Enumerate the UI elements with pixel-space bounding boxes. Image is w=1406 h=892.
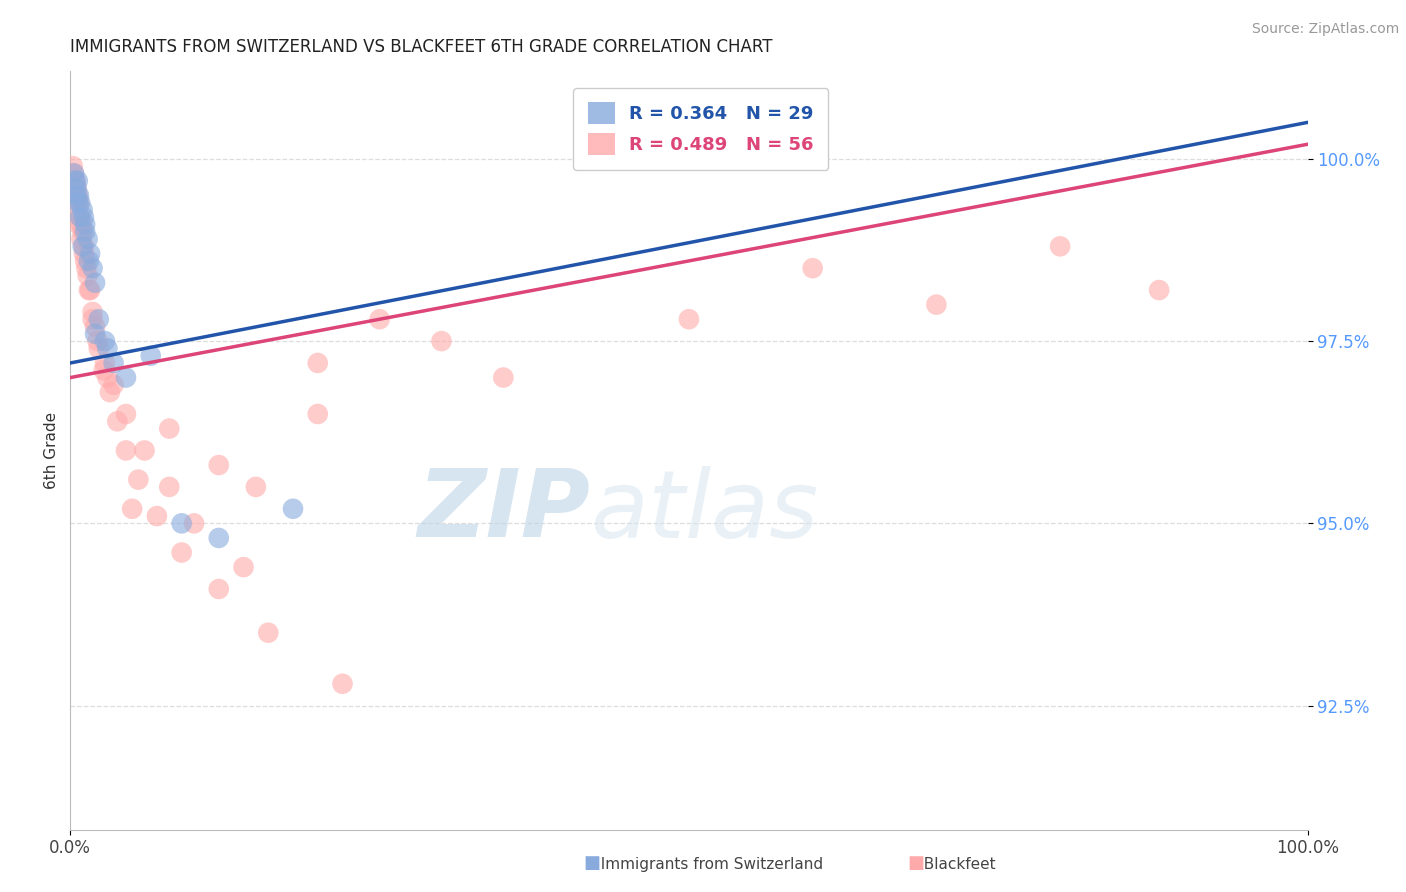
Point (67, 218, 90, 232)
Point (73, 246, 96, 260)
Point (67, 188, 90, 202)
Point (94, 356, 117, 370)
Point (62, 159, 84, 173)
Point (72, 225, 94, 239)
Point (93, 363, 115, 377)
Point (257, 625, 280, 640)
Point (492, 370, 515, 384)
Point (76, 268, 98, 283)
Point (66, 195, 89, 210)
Point (75, 261, 97, 276)
Point (105, 414, 128, 428)
Point (146, 509, 169, 524)
Point (208, 531, 231, 545)
Point (63, 166, 86, 180)
Point (307, 356, 329, 370)
Point (86, 334, 108, 348)
Point (69, 195, 91, 210)
Point (75, 225, 97, 239)
Point (87, 312, 110, 326)
Point (281, 501, 304, 516)
Point (678, 312, 700, 326)
Text: atlas: atlas (591, 466, 818, 557)
Point (98, 385, 121, 400)
Text: Source: ZipAtlas.com: Source: ZipAtlas.com (1251, 22, 1399, 37)
Text: ■: ■ (583, 855, 600, 872)
Point (87, 342, 110, 356)
Point (66, 188, 89, 202)
Point (72, 239, 94, 253)
Point (75, 218, 97, 232)
Point (65, 181, 87, 195)
Point (368, 312, 391, 326)
Point (801, 261, 824, 276)
Point (82, 312, 104, 326)
Point (70, 218, 93, 232)
Legend: R = 0.364   N = 29, R = 0.489   N = 56: R = 0.364 N = 29, R = 0.489 N = 56 (574, 88, 828, 170)
Text: IMMIGRANTS FROM SWITZERLAND VS BLACKFEET 6TH GRADE CORRELATION CHART: IMMIGRANTS FROM SWITZERLAND VS BLACKFEET… (70, 38, 773, 56)
Point (84, 319, 107, 334)
Point (82, 261, 104, 276)
Point (208, 582, 231, 596)
Point (157, 480, 180, 494)
Point (65, 181, 87, 195)
Point (72, 202, 94, 217)
Point (67, 195, 90, 210)
Point (103, 356, 125, 370)
Point (65, 202, 87, 217)
Point (65, 174, 87, 188)
Y-axis label: 6th Grade: 6th Grade (44, 412, 59, 489)
Point (82, 305, 104, 319)
Point (70, 232, 93, 246)
Point (925, 298, 948, 312)
Point (84, 276, 107, 290)
Text: ZIP: ZIP (418, 465, 591, 558)
Point (65, 188, 87, 202)
Point (79, 283, 101, 297)
Text: ■: ■ (907, 855, 924, 872)
Point (1147, 283, 1170, 297)
Point (134, 443, 156, 458)
Point (170, 545, 193, 559)
Point (121, 501, 143, 516)
Point (76, 232, 98, 246)
Point (77, 254, 100, 268)
Point (84, 326, 107, 341)
Point (96, 370, 118, 384)
Point (77, 283, 100, 297)
Point (69, 210, 91, 224)
Point (307, 407, 329, 421)
Point (73, 210, 96, 224)
Text: Blackfeet: Blackfeet (914, 857, 995, 872)
Point (115, 370, 138, 384)
Point (103, 377, 125, 392)
Point (127, 473, 149, 487)
Point (66, 174, 89, 188)
Point (73, 239, 96, 253)
Point (115, 407, 138, 421)
Point (430, 334, 453, 348)
Text: Immigrants from Switzerland: Immigrants from Switzerland (591, 857, 823, 872)
Point (65, 174, 87, 188)
Point (332, 677, 354, 691)
Point (1049, 239, 1071, 253)
Point (208, 458, 231, 472)
Point (232, 560, 254, 574)
Point (79, 246, 101, 260)
Point (63, 166, 86, 180)
Point (245, 480, 267, 494)
Point (69, 210, 91, 224)
Point (115, 443, 138, 458)
Point (75, 254, 97, 268)
Point (94, 334, 117, 348)
Point (183, 516, 205, 531)
Point (96, 342, 118, 356)
Point (170, 516, 193, 531)
Point (157, 421, 180, 435)
Point (139, 349, 162, 363)
